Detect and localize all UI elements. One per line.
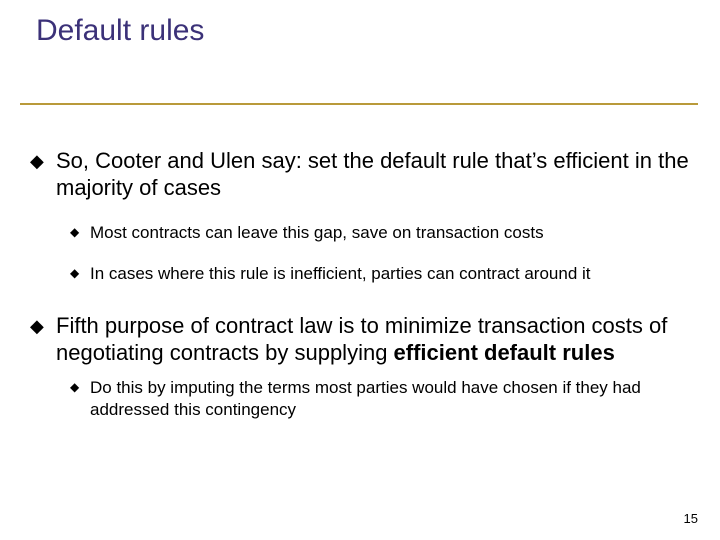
diamond-icon: ◆ — [70, 222, 90, 242]
bullet-text: Most contracts can leave this gap, save … — [90, 222, 690, 244]
slide-body: ◆ So, Cooter and Ulen say: set the defau… — [30, 148, 690, 426]
title-underline — [20, 103, 698, 105]
bullet-lvl2: ◆ Do this by imputing the terms most par… — [70, 377, 690, 421]
bullet-text: Do this by imputing the terms most parti… — [90, 377, 690, 421]
slide: Default rules ◆ So, Cooter and Ulen say:… — [0, 0, 720, 540]
bullet-text-bold: efficient default rules — [394, 340, 615, 365]
bullet-lvl2: ◆ Most contracts can leave this gap, sav… — [70, 222, 690, 244]
bullet-text: In cases where this rule is inefficient,… — [90, 263, 690, 285]
diamond-icon: ◆ — [70, 377, 90, 397]
bullet-text: Fifth purpose of contract law is to mini… — [56, 313, 690, 367]
bullet-lvl1: ◆ So, Cooter and Ulen say: set the defau… — [30, 148, 690, 202]
diamond-icon: ◆ — [70, 263, 90, 283]
slide-title: Default rules — [36, 14, 204, 48]
diamond-icon: ◆ — [30, 148, 56, 174]
bullet-lvl1: ◆ Fifth purpose of contract law is to mi… — [30, 313, 690, 367]
bullet-lvl2: ◆ In cases where this rule is inefficien… — [70, 263, 690, 285]
diamond-icon: ◆ — [30, 313, 56, 339]
page-number: 15 — [684, 511, 698, 526]
bullet-text: So, Cooter and Ulen say: set the default… — [56, 148, 690, 202]
